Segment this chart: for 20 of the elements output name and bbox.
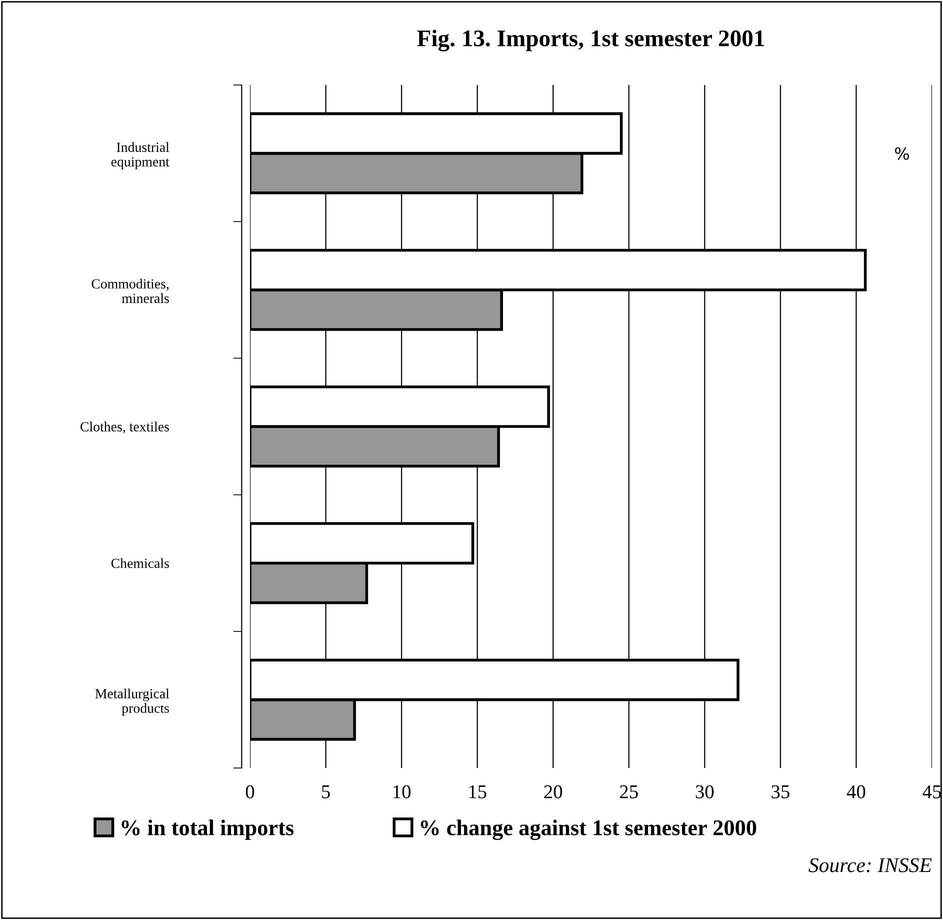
x-tick-label: 15 [469,785,486,798]
x-tick-label: 5 [322,785,330,798]
y-tick-label: Metallurgical products [95,688,170,716]
y-tick-label: Clothes, textiles [80,422,169,434]
x-tick-label: 40 [846,785,866,798]
x-tick-label: 0 [246,785,254,798]
legend-label: % in total imports [122,820,294,840]
x-tick-label: 35 [772,785,790,798]
x-tick-label: 25 [620,785,638,798]
chart-title: Fig. 13. Imports, 1st semester 2001 [417,30,764,52]
y-tick-label: Chemicals [111,558,169,568]
x-tick-label: 45 [922,785,941,798]
y-tick-label: Commodities, minerals [92,278,169,304]
x-tick-label: 30 [696,785,714,798]
x-tick-label: 10 [394,785,411,798]
x-tick-label: 20 [544,785,562,798]
legend-label: % change against 1st semester 2000 [420,820,756,840]
source-note: Source: INSSE [808,858,932,872]
y-tick-label: Industrial equipment [111,142,170,170]
annotation: % [895,147,909,160]
